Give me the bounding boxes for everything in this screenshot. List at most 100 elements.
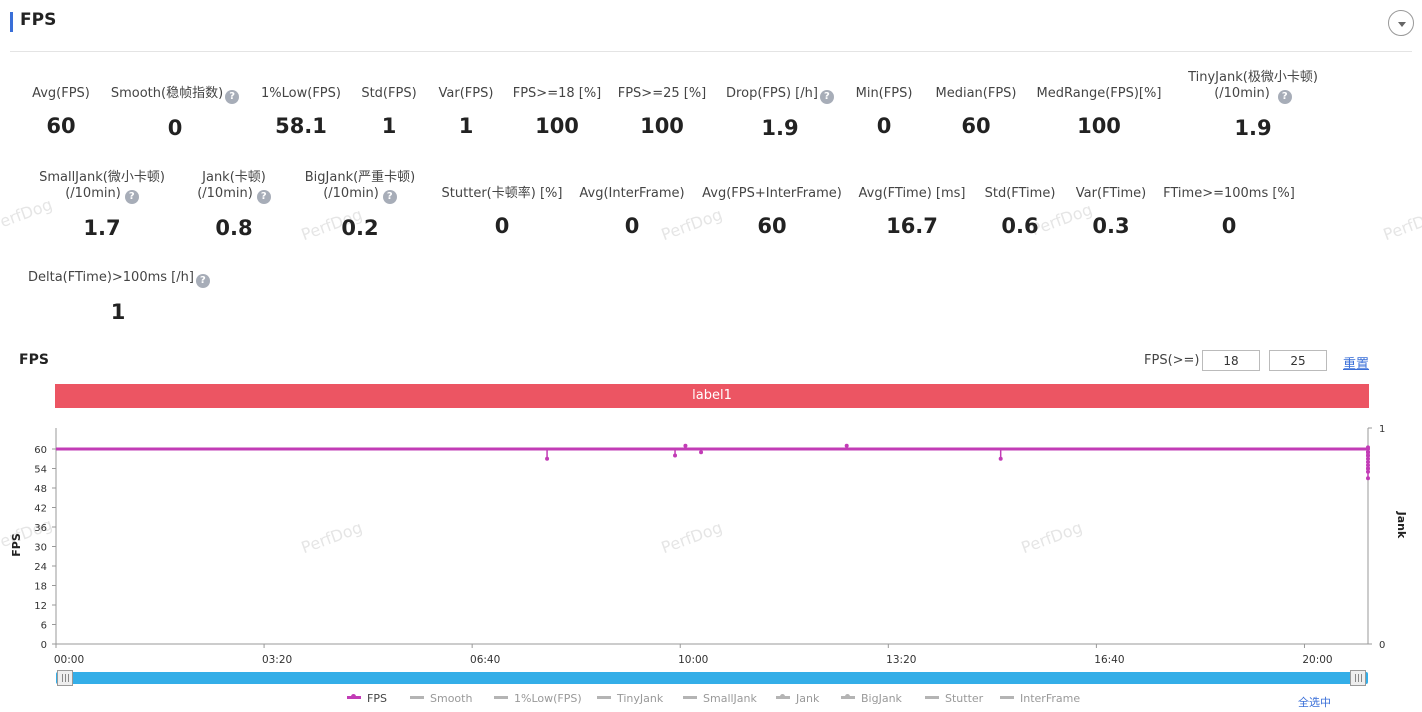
legend-item-1-low-fps[interactable]: 1%Low(FPS) [494, 692, 582, 708]
help-icon[interactable]: ? [124, 190, 139, 204]
metric-delta-ftime: Delta(FTime)>100ms [/h]? 1 [28, 270, 210, 324]
chart-legend: FPS Smooth 1%Low(FPS) TinyJank SmallJank Jank… [0, 692, 1422, 710]
metric-1pct-low: 1%Low(FPS) 58.1 [256, 86, 346, 138]
metric-fps-ge-18: FPS>=18 [%] 100 [510, 86, 604, 138]
header-accent-bar [10, 12, 13, 32]
metric-ftime-ge-100ms: FTime>=100ms [%] 0 [1162, 186, 1296, 238]
threshold-input-1[interactable] [1202, 350, 1260, 371]
metric-avg-fps: Avg(FPS) 60 [20, 86, 102, 138]
threshold-label: FPS(>=) [1144, 353, 1200, 368]
zoom-slider-left-handle[interactable] [57, 670, 73, 686]
metric-label-unit: (/10min) [197, 186, 253, 201]
legend-item-smalljank[interactable]: SmallJank [683, 692, 757, 708]
y-tick-label: 0 [41, 640, 47, 651]
x-tick-label: 13:20 [886, 654, 916, 665]
legend-swatch-icon [1000, 696, 1014, 699]
metric-var-ftime: Var(FTime) 0.3 [1070, 186, 1152, 238]
fps-data-point [1366, 466, 1370, 471]
metric-label: BigJank(严重卡顿) [304, 170, 416, 185]
metric-label: SmallJank(微小卡顿) [39, 170, 165, 185]
metric-label: Std(FPS) [361, 86, 417, 101]
legend-label: Stutter [945, 692, 984, 705]
metric-value: 60 [757, 214, 787, 238]
select-all-link[interactable]: 全选中 [1298, 696, 1331, 709]
help-icon[interactable]: ? [195, 274, 210, 288]
metric-value: 1 [458, 114, 474, 138]
fps-data-point [1366, 445, 1370, 450]
metric-label: Var(FPS) [438, 86, 494, 101]
zoom-slider-track[interactable] [56, 672, 1368, 684]
metric-jank: Jank(卡顿) (/10min)? 0.8 [170, 170, 298, 240]
legend-item-tinyjank[interactable]: TinyJank [597, 692, 663, 708]
fps-chart[interactable]: 0 6 12 18 24 30 36 42 48 54 60 0 1 00:00 03:20 06:40 10:… [0, 415, 1422, 665]
metric-label: Drop(FPS) [/h] [726, 86, 818, 101]
y-tick-label: 60 [34, 445, 47, 456]
fps-data-point [683, 443, 688, 448]
y2-axis-title: Jank [1395, 511, 1408, 539]
metric-bigjank: BigJank(严重卡顿) (/10min)? 0.2 [290, 170, 430, 240]
legend-swatch-icon [347, 694, 361, 699]
fps-data-point [844, 443, 849, 448]
y2-tick-label: 0 [1379, 640, 1385, 651]
help-icon[interactable]: ? [382, 190, 397, 204]
metric-tinyjank: TinyJank(极微小卡顿) (/10min)? 1.9 [1168, 70, 1338, 140]
x-tick-label: 06:40 [470, 654, 500, 665]
fps-data-point [699, 450, 704, 455]
metric-value: 0.2 [341, 216, 379, 240]
x-tick-label: 10:00 [678, 654, 708, 665]
metric-label-unit: (/10min) [323, 186, 379, 201]
fps-data-point [1366, 450, 1370, 455]
legend-swatch-icon [494, 696, 508, 699]
y-axis-title: FPS [10, 533, 23, 557]
metric-value: 1.9 [761, 116, 799, 140]
fps-data-point [673, 453, 678, 458]
legend-swatch-icon [776, 694, 790, 699]
metric-fps-ge-25: FPS>=25 [%] 100 [615, 86, 709, 138]
legend-item-jank[interactable]: Jank [776, 692, 819, 708]
fps-data-point [545, 456, 550, 461]
legend-swatch-icon [683, 696, 697, 699]
legend-item-bigjank[interactable]: BigJank [841, 692, 902, 708]
fps-data-point [1366, 460, 1370, 464]
metric-value: 0 [1221, 214, 1237, 238]
metric-value: 0 [167, 116, 183, 140]
metric-label: Stutter(卡顿率) [%] [441, 186, 563, 201]
label-band[interactable]: label1 [55, 384, 1369, 408]
legend-item-stutter[interactable]: Stutter [925, 692, 983, 708]
zoom-slider-right-handle[interactable] [1350, 670, 1366, 686]
legend-item-smooth[interactable]: Smooth [410, 692, 472, 708]
metric-std-ftime: Std(FTime) 0.6 [980, 186, 1060, 238]
collapse-toggle-icon[interactable] [1388, 10, 1414, 36]
metric-label-unit: (/10min) [1214, 86, 1270, 101]
metric-min-fps: Min(FPS) 0 [851, 86, 917, 138]
metric-label: Std(FTime) [984, 186, 1056, 201]
metric-label-unit: (/10min) [65, 186, 121, 201]
help-icon[interactable]: ? [225, 90, 240, 104]
y-tick-label: 12 [34, 601, 47, 612]
metric-avg-interframe: Avg(InterFrame) 0 [575, 186, 689, 238]
help-icon[interactable]: ? [256, 190, 271, 204]
legend-item-fps[interactable]: FPS [347, 692, 387, 708]
legend-label: InterFrame [1020, 692, 1081, 705]
metric-label: Avg(FPS+InterFrame) [702, 186, 842, 201]
threshold-input-2[interactable] [1269, 350, 1327, 371]
legend-item-interframe[interactable]: InterFrame [1000, 692, 1080, 708]
help-icon[interactable]: ? [1277, 90, 1292, 104]
metric-medrange-fps: MedRange(FPS)[%] 100 [1033, 86, 1165, 138]
y-tick-label: 48 [34, 484, 47, 495]
metric-value: 16.7 [886, 214, 938, 238]
help-icon[interactable]: ? [819, 90, 834, 104]
fps-data-point [998, 456, 1003, 461]
y-tick-label: 42 [34, 504, 47, 515]
fps-data-point [1366, 476, 1370, 481]
x-tick-label: 16:40 [1094, 654, 1124, 665]
metric-var-fps: Var(FPS) 1 [433, 86, 499, 138]
reset-link[interactable]: 重置 [1343, 357, 1370, 372]
fps-data-point [1366, 456, 1370, 461]
legend-swatch-icon [597, 696, 611, 699]
y-tick-label: 30 [34, 543, 47, 554]
metric-value: 0 [494, 214, 510, 238]
metric-value: 58.1 [275, 114, 327, 138]
page-title: FPS [20, 10, 57, 30]
metric-label: Smooth(稳帧指数) [110, 86, 224, 101]
